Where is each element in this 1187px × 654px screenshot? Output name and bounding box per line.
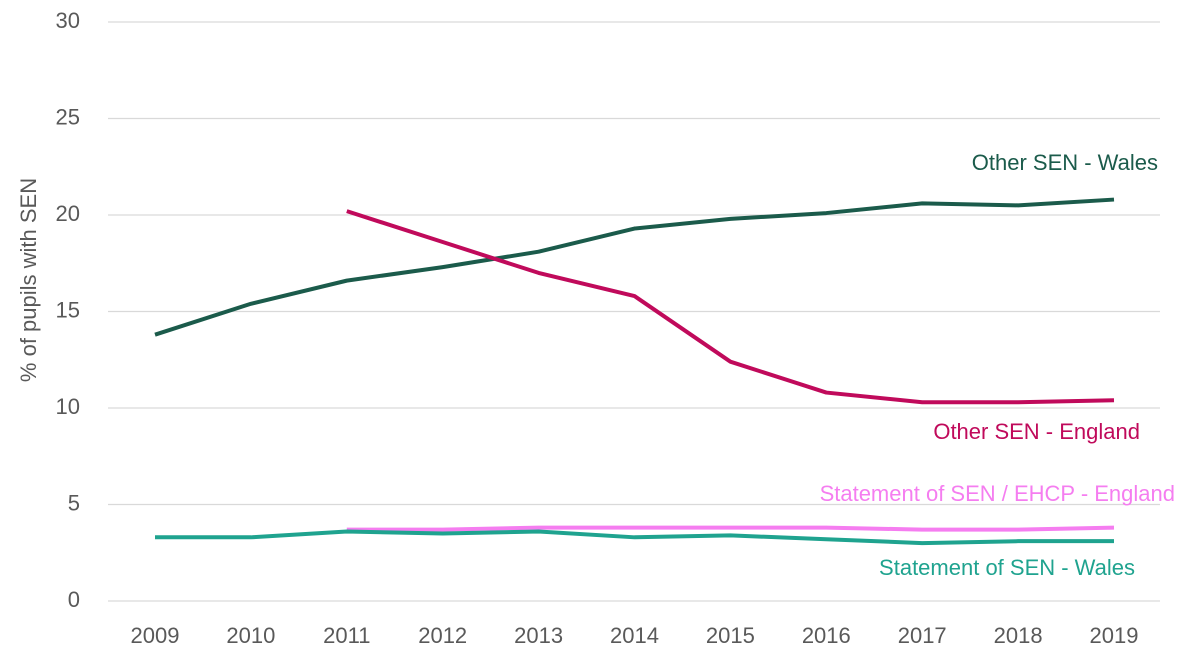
series-line xyxy=(346,209,1115,405)
x-tick-label: 2011 xyxy=(323,623,370,648)
x-tick-label: 2016 xyxy=(802,623,851,648)
series-line xyxy=(346,525,1115,532)
series-label: Statement of SEN / EHCP - England xyxy=(820,481,1175,506)
x-tick-label: 2017 xyxy=(898,623,947,648)
series-label: Statement of SEN - Wales xyxy=(879,555,1135,580)
series-line xyxy=(155,529,1114,546)
x-tick-label: 2010 xyxy=(226,623,275,648)
y-tick-label: 25 xyxy=(56,104,80,129)
x-tick-label: 2009 xyxy=(131,623,180,648)
y-tick-label: 20 xyxy=(56,201,80,226)
x-tick-label: 2013 xyxy=(514,623,563,648)
series-line xyxy=(154,197,1115,337)
x-tick-label: 2014 xyxy=(610,623,659,648)
series-label: Other SEN - England xyxy=(933,419,1140,444)
x-tick-label: 2015 xyxy=(706,623,755,648)
x-tick-label: 2018 xyxy=(994,623,1043,648)
y-tick-label: 10 xyxy=(56,394,80,419)
x-tick-label: 2019 xyxy=(1090,623,1139,648)
y-axis-label: % of pupils with SEN xyxy=(16,178,41,382)
x-tick-label: 2012 xyxy=(418,623,467,648)
y-tick-label: 15 xyxy=(56,297,80,322)
series-label: Other SEN - Wales xyxy=(972,150,1158,175)
y-tick-label: 5 xyxy=(68,490,80,515)
y-tick-label: 30 xyxy=(56,8,80,33)
y-tick-label: 0 xyxy=(68,587,80,612)
